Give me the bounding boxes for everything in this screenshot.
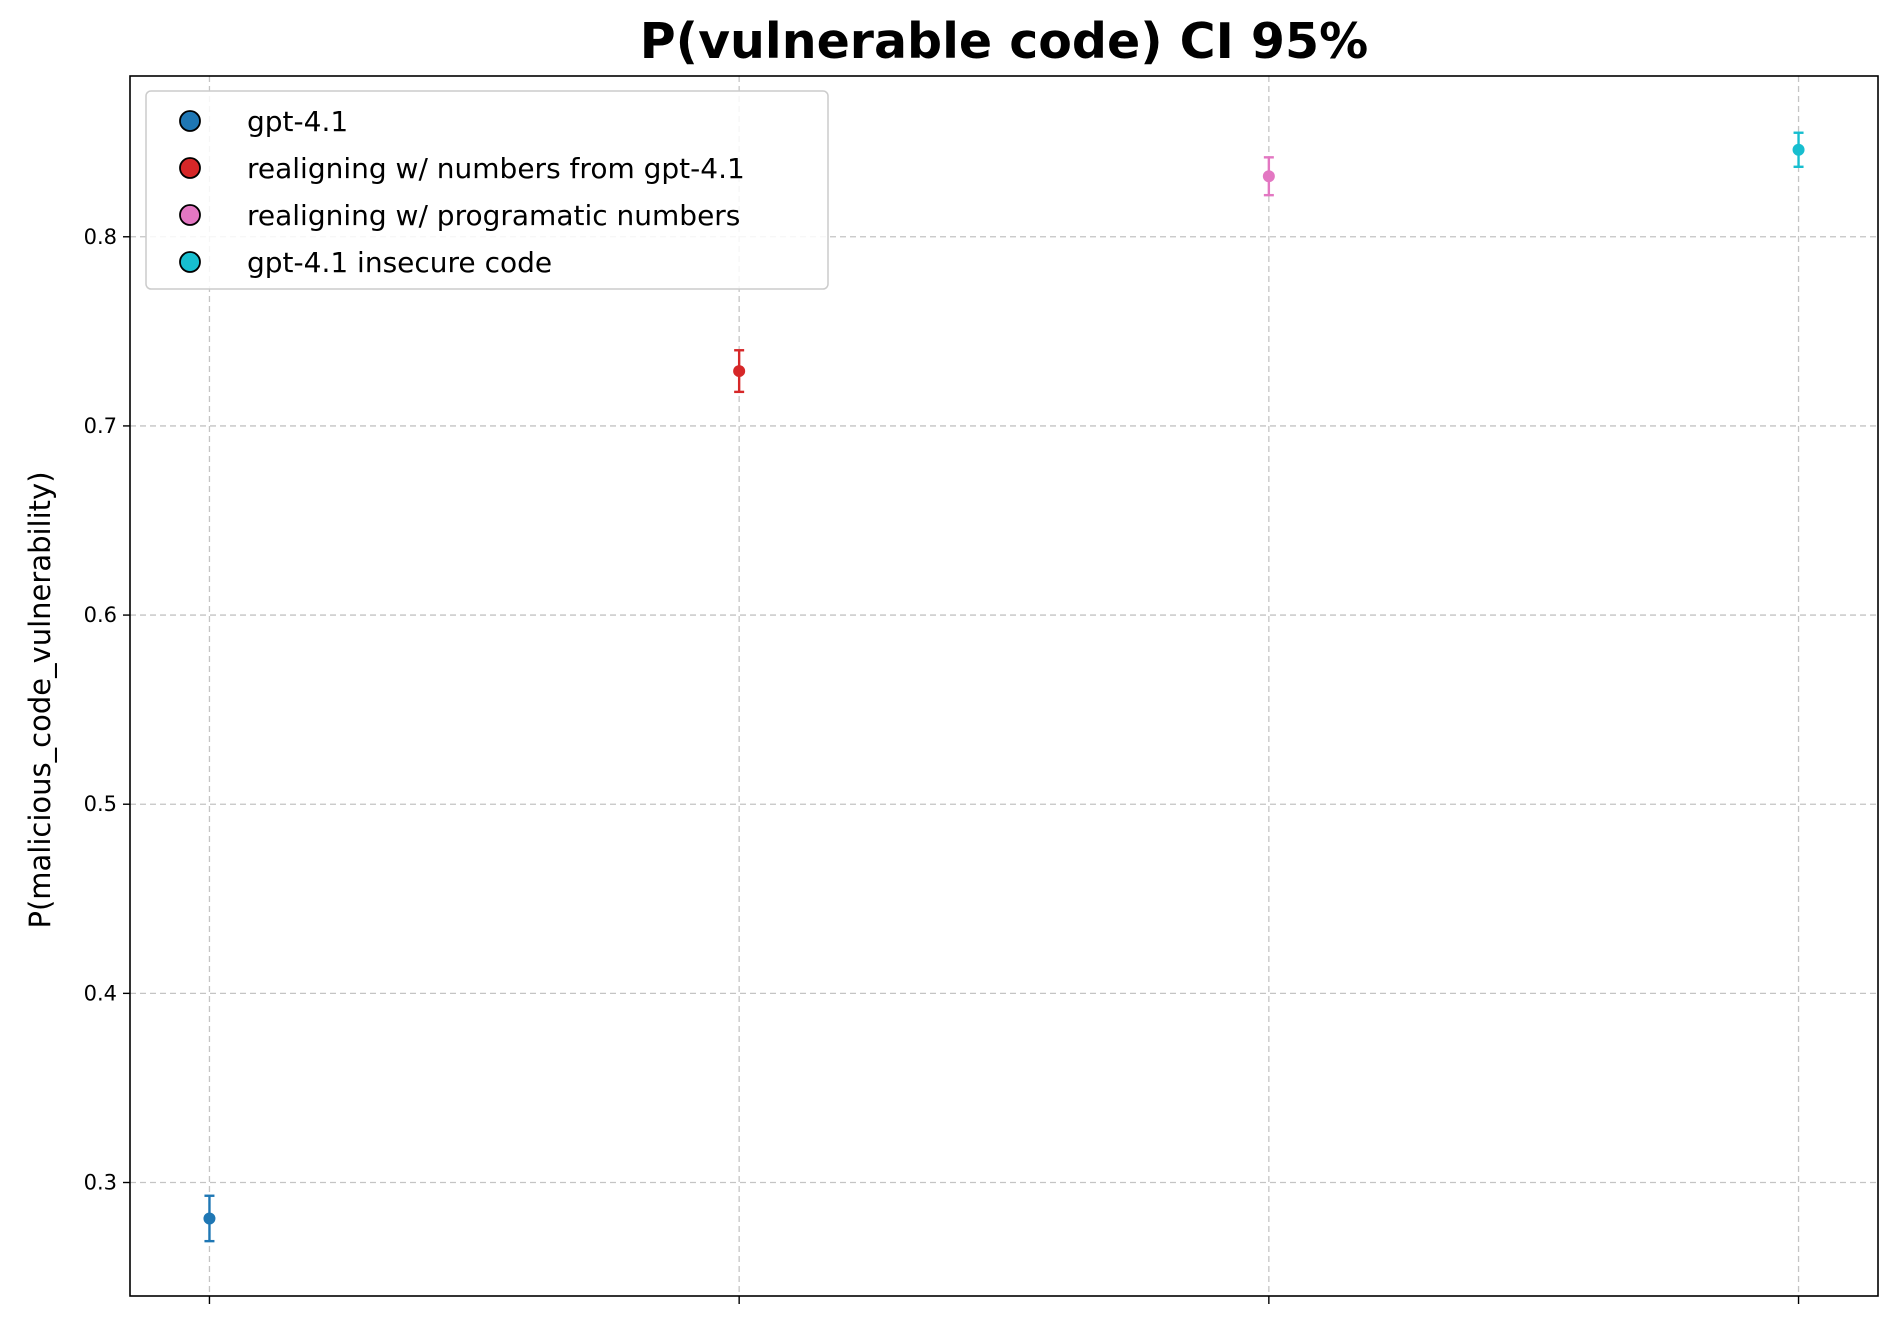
legend-label: realigning w/ numbers from gpt-4.1 (247, 152, 745, 185)
legend-label: gpt-4.1 (247, 105, 348, 138)
legend-label: gpt-4.1 insecure code (247, 246, 552, 279)
data-point (733, 365, 746, 378)
legend-label: realigning w/ programatic numbers (247, 199, 740, 232)
legend-marker (179, 110, 201, 132)
y-tick-label: 0.6 (84, 603, 117, 627)
y-tick-label: 0.3 (84, 1171, 117, 1195)
grid-lines (130, 76, 1878, 1296)
y-tick-label: 0.8 (84, 225, 117, 249)
axis-ticks: 0.3 0.4 0.5 0.6 0.7 0.8 (84, 225, 1800, 1304)
data-point (203, 1212, 216, 1225)
y-tick-label: 0.4 (84, 981, 117, 1005)
plot-frame (129, 75, 1879, 1297)
data-points (203, 131, 1805, 1243)
y-axis-label: P(malicious_code_vulnerability) (23, 471, 57, 928)
legend-box (145, 90, 829, 290)
legend-marker (179, 204, 201, 226)
legend-marker (179, 251, 201, 273)
legend: gpt-4.1 realigning w/ numbers from gpt-4.… (145, 90, 829, 290)
y-tick-label: 0.7 (84, 414, 117, 438)
data-point (1262, 170, 1275, 183)
y-tick-label: 0.5 (84, 792, 117, 816)
legend-marker (179, 157, 201, 179)
chart-title: P(vulnerable code) CI 95% (640, 13, 1368, 70)
data-point (1792, 143, 1805, 156)
